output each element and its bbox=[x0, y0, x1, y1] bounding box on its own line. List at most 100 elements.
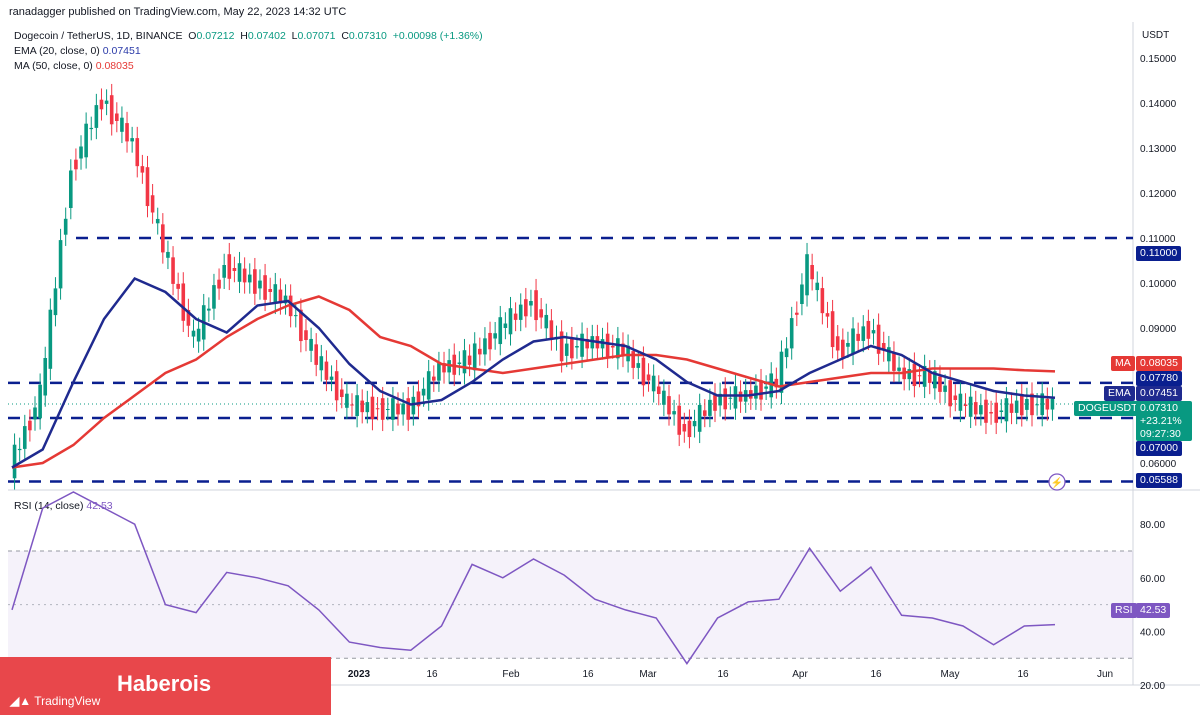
candle-body bbox=[1004, 398, 1009, 422]
candle-body bbox=[774, 378, 779, 388]
symbol-tag: DOGEUSDT bbox=[1074, 401, 1142, 416]
candle-body bbox=[861, 326, 866, 341]
candle-body bbox=[1030, 393, 1034, 416]
price-tick-label: 0.10000 bbox=[1140, 279, 1177, 290]
candle-body bbox=[662, 390, 666, 405]
candle-body bbox=[355, 395, 359, 417]
candle-body bbox=[104, 100, 109, 104]
ema-legend-label: EMA (20, close, 0) bbox=[14, 45, 100, 57]
candle-body bbox=[391, 398, 395, 420]
candle-body bbox=[636, 363, 641, 368]
candle-body bbox=[426, 371, 431, 400]
haberois-brand: Haberois bbox=[117, 671, 212, 696]
candle-body bbox=[488, 332, 492, 350]
candle-body bbox=[396, 403, 400, 415]
candle-body bbox=[191, 330, 196, 337]
candle-body bbox=[79, 146, 83, 159]
candle-body bbox=[534, 290, 538, 321]
ma-legend-value: 0.08035 bbox=[95, 60, 134, 72]
candle-body bbox=[779, 351, 784, 393]
candle-body bbox=[605, 333, 610, 357]
candle-body bbox=[887, 347, 891, 362]
candle-body bbox=[227, 254, 232, 279]
ema-legend[interactable]: EMA (20, close, 0) 0.07451 bbox=[14, 45, 141, 57]
rsi-tick-label: 80.00 bbox=[1140, 520, 1165, 531]
candle-body bbox=[22, 426, 27, 449]
candle-body bbox=[467, 355, 472, 365]
candle-body bbox=[498, 317, 503, 345]
candle-body bbox=[508, 308, 513, 335]
candle-body bbox=[1050, 398, 1055, 410]
candle-body bbox=[28, 420, 32, 431]
candle-body bbox=[273, 284, 278, 303]
rsi-tick-label: 60.00 bbox=[1140, 574, 1165, 585]
candle-body bbox=[48, 309, 53, 369]
price-tick-label: 0.13000 bbox=[1140, 144, 1177, 155]
candle-body bbox=[406, 398, 411, 420]
price-tick-label: 0.06000 bbox=[1140, 459, 1177, 470]
candle-body bbox=[324, 361, 329, 380]
candle-body bbox=[897, 367, 901, 371]
time-tick-label: May bbox=[941, 669, 960, 680]
candle-body bbox=[74, 159, 78, 170]
candle-body bbox=[38, 384, 42, 419]
candle-body bbox=[876, 324, 881, 354]
candle-body bbox=[559, 331, 564, 362]
candle-body bbox=[564, 343, 569, 356]
candle-body bbox=[503, 323, 508, 328]
price-axis-unit: USDT bbox=[1142, 30, 1170, 41]
open-value: 0.07212 bbox=[196, 30, 235, 42]
candle-body bbox=[616, 338, 620, 359]
candle-body bbox=[432, 376, 436, 381]
candle-body bbox=[1014, 400, 1019, 413]
symbol-title: Dogecoin / TetherUS, 1D, BINANCE bbox=[14, 30, 183, 42]
rsi-tag-value: 42.53 bbox=[1136, 603, 1171, 618]
candle-body bbox=[212, 285, 216, 309]
candle-body bbox=[825, 313, 830, 317]
candle-body bbox=[697, 404, 702, 432]
candle-body bbox=[58, 240, 63, 289]
candle-body bbox=[1035, 404, 1039, 406]
candle-body bbox=[63, 218, 68, 235]
candle-body bbox=[626, 345, 630, 362]
candle-body bbox=[380, 398, 385, 420]
candle-body bbox=[196, 328, 201, 342]
candle-body bbox=[293, 315, 298, 317]
lightning-icon bbox=[1048, 473, 1066, 491]
candle-body bbox=[815, 282, 820, 291]
candle-body bbox=[728, 397, 733, 399]
candle-body bbox=[17, 448, 22, 451]
publish-credit: ranadagger published on TradingView.com,… bbox=[9, 6, 347, 18]
candle-body bbox=[462, 350, 467, 374]
candle-body bbox=[575, 346, 579, 348]
candle-body bbox=[125, 123, 129, 142]
candle-body bbox=[641, 357, 646, 386]
candle-body bbox=[145, 167, 150, 207]
candle-body bbox=[881, 343, 886, 351]
price-tick-label: 0.09000 bbox=[1140, 324, 1177, 335]
candle-body bbox=[938, 376, 942, 392]
candle-body bbox=[610, 346, 615, 348]
candle-body bbox=[1025, 399, 1029, 410]
candle-body bbox=[115, 113, 119, 121]
rsi-legend-label: RSI (14, close) bbox=[14, 500, 84, 512]
candle-body bbox=[53, 288, 58, 316]
rsi-line bbox=[11, 491, 1056, 665]
candle-body bbox=[181, 283, 186, 321]
rsi-tick-label: 20.00 bbox=[1140, 681, 1165, 692]
ma-legend[interactable]: MA (50, close, 0) 0.08035 bbox=[14, 60, 134, 72]
candle-body bbox=[99, 99, 104, 110]
candle-body bbox=[304, 330, 308, 340]
candle-body bbox=[166, 251, 170, 258]
candle-body bbox=[130, 138, 134, 142]
candle-body bbox=[805, 254, 809, 296]
candle-body bbox=[580, 333, 584, 357]
candle-body bbox=[733, 386, 738, 409]
level-tag-0559: 0.05588 bbox=[1136, 473, 1182, 488]
candle-body bbox=[176, 283, 180, 289]
candle-body bbox=[478, 348, 482, 355]
candle-body bbox=[1009, 403, 1014, 413]
candle-body bbox=[299, 309, 303, 342]
lightning-icon-glyph: ⚡ bbox=[1051, 476, 1063, 489]
